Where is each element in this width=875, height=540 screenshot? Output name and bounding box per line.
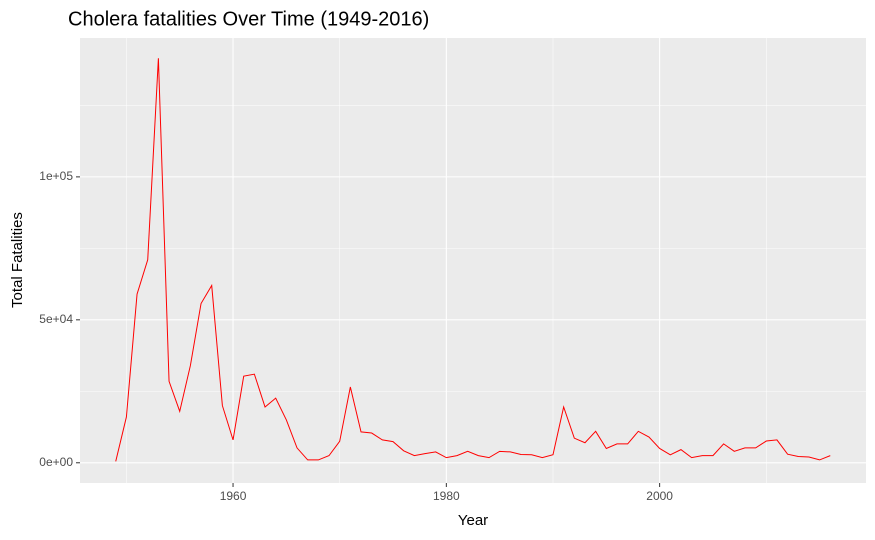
y-tick-label: 0e+00 — [39, 455, 73, 469]
x-tick-label: 2000 — [646, 489, 673, 503]
marks — [115, 58, 831, 462]
chart-title: Cholera fatalities Over Time (1949-2016) — [68, 8, 429, 30]
grid — [80, 38, 866, 483]
data-line — [115, 58, 831, 462]
panel — [80, 38, 866, 483]
x-tick-label: 1980 — [433, 489, 460, 503]
y-axis-label: Total Fatalities — [9, 212, 26, 308]
y-tick-label: 1e+05 — [39, 169, 73, 183]
y-tick-label: 5e+04 — [39, 312, 73, 326]
x-axis-label: Year — [458, 512, 488, 529]
x-tick-label: 1960 — [220, 489, 247, 503]
